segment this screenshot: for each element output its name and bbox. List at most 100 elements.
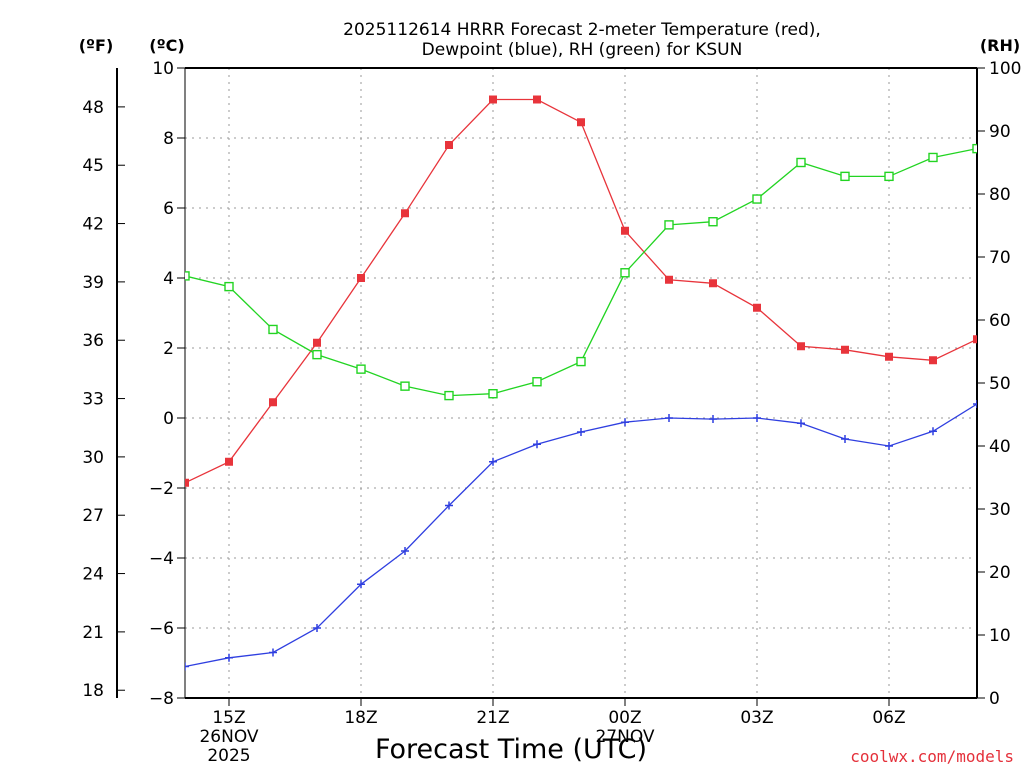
- dewpoint-point: [577, 428, 585, 436]
- rh-tick-label: 40: [989, 437, 1011, 457]
- dewpoint-point: [973, 400, 977, 408]
- series-group: [185, 95, 977, 671]
- celsius-tick-label: 4: [163, 269, 174, 289]
- rh-point: [752, 194, 762, 204]
- x-tick-date-label: 26NOV: [199, 727, 258, 747]
- dewpoint-point: [841, 435, 849, 443]
- rh-point: [708, 217, 718, 227]
- temperature-point: [269, 398, 277, 407]
- celsius-tick-label: 0: [163, 409, 174, 429]
- temperature-point: [533, 95, 541, 104]
- rh-point: [312, 349, 322, 360]
- fahrenheit-tick-label: 39: [82, 273, 104, 293]
- x-tick-label: 03Z: [740, 708, 773, 728]
- temperature-point: [357, 274, 365, 282]
- dewpoint-point: [357, 580, 365, 589]
- dewpoint-point: [313, 624, 321, 632]
- dewpoint-point: [709, 415, 717, 424]
- temperature-point: [577, 118, 585, 127]
- temperature-point: [401, 209, 409, 218]
- temperature-point: [709, 279, 717, 288]
- temperature-series: [185, 95, 977, 487]
- rh-tick-label: 80: [989, 185, 1011, 205]
- rh-tick-label: 20: [989, 563, 1011, 583]
- dewpoint-point: [621, 418, 629, 427]
- dewpoint-point: [929, 427, 937, 436]
- rh-point: [268, 324, 278, 335]
- rh-point: [444, 390, 454, 401]
- grid: [185, 68, 977, 698]
- chart-title-line-2: Dewpoint (blue), RH (green) for KSUN: [422, 40, 743, 60]
- temperature-point: [313, 338, 321, 347]
- dewpoint-series: [185, 400, 977, 671]
- celsius-tick-label: −6: [149, 619, 174, 639]
- celsius-tick-label: 2: [163, 339, 174, 359]
- temperature-point: [841, 345, 849, 354]
- dewpoint-line: [185, 403, 977, 668]
- fahrenheit-tick-label: 36: [82, 331, 104, 351]
- celsius-unit-label: (ºC): [149, 36, 184, 55]
- rh-point: [620, 268, 630, 278]
- rh-point: [928, 152, 938, 163]
- x-tick-label: 18Z: [344, 708, 377, 728]
- dewpoint-point: [885, 442, 893, 450]
- celsius-tick-label: 6: [163, 199, 174, 219]
- rh-point: [488, 389, 498, 399]
- fahrenheit-tick-label: 21: [82, 623, 104, 643]
- x-tick-label: 15Z: [212, 708, 245, 728]
- temperature-point: [621, 226, 629, 235]
- fahrenheit-tick-label: 30: [82, 448, 104, 468]
- rh-point: [884, 171, 894, 182]
- rh-tick-label: 60: [989, 311, 1011, 331]
- dewpoint-point: [185, 662, 189, 671]
- rh-point: [840, 171, 850, 182]
- rh-tick-label: 90: [989, 122, 1011, 142]
- dewpoint-point: [489, 457, 497, 466]
- celsius-tick-label: 10: [152, 59, 174, 79]
- rh-point: [972, 143, 977, 154]
- x-tick-label: 21Z: [476, 708, 509, 728]
- dewpoint-point: [401, 547, 409, 555]
- rh-tick-label: 50: [989, 374, 1011, 394]
- temperature-point: [185, 478, 189, 487]
- dewpoint-point: [753, 414, 761, 422]
- temperature-point: [665, 275, 673, 284]
- rh-point: [185, 271, 190, 281]
- rh-point: [532, 377, 542, 387]
- fahrenheit-tick-label: 33: [82, 390, 104, 410]
- temperature-point: [445, 141, 453, 149]
- dewpoint-point: [797, 419, 805, 428]
- dewpoint-point: [225, 653, 233, 662]
- fahrenheit-tick-label: 18: [82, 681, 104, 701]
- celsius-tick-label: −2: [149, 479, 174, 499]
- fahrenheit-tick-label: 42: [82, 215, 104, 235]
- rh-tick-label: 10: [989, 626, 1011, 646]
- temperature-point: [973, 335, 977, 344]
- rh-tick-label: 0: [989, 689, 1000, 709]
- rh-tick-label: 100: [989, 59, 1021, 79]
- rh-point: [796, 157, 806, 168]
- fahrenheit-tick-label: 27: [82, 506, 104, 526]
- rh-point: [576, 356, 586, 367]
- celsius-tick-label: −4: [149, 549, 174, 569]
- rh-tick-label: 30: [989, 500, 1011, 520]
- rh-series: [185, 143, 977, 401]
- celsius-tick-label: −8: [149, 689, 174, 709]
- temperature-point: [797, 342, 805, 351]
- credit-text: coolwx.com/models: [850, 747, 1014, 766]
- rh-point: [224, 281, 234, 292]
- rh-point: [664, 220, 674, 230]
- temperature-point: [753, 303, 761, 312]
- temperature-point: [885, 352, 893, 361]
- x-tick-date-label: 27NOV: [595, 727, 654, 747]
- temperature-point: [489, 95, 497, 104]
- temperature-point: [929, 356, 937, 365]
- rh-unit-label: (RH): [980, 36, 1020, 55]
- rh-point: [356, 364, 366, 374]
- dewpoint-point: [665, 414, 673, 422]
- x-tick-label: 06Z: [872, 708, 905, 728]
- fahrenheit-tick-label: 45: [82, 156, 104, 176]
- x-tick-label: 00Z: [608, 708, 641, 728]
